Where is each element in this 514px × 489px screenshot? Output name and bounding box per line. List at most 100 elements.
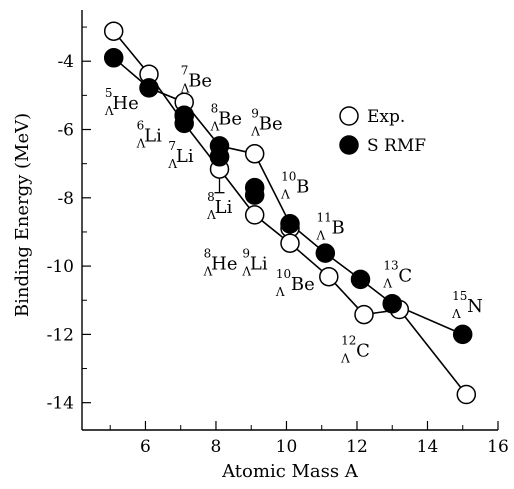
y-tick-label--10: -10 [47, 257, 74, 277]
label-8Be-mass: 8 [211, 101, 219, 115]
legend: Exp. S RMF [339, 106, 426, 156]
label-12C: 12 Λ C [340, 333, 370, 365]
label-5He-element: He [112, 93, 138, 114]
label-8Li: 8 ΛLi [206, 190, 232, 222]
exp-point-6 [244, 144, 265, 164]
label-5He-mass: 5 [105, 86, 113, 100]
label-12C-mass: 12 [341, 333, 356, 347]
label-8He-lambda: Λ [203, 264, 213, 278]
label-7Be-lambda: Λ [180, 82, 190, 96]
legend-marker-1 [339, 135, 359, 155]
connecting-lines [113, 30, 467, 395]
label-13C-element: C [398, 265, 412, 286]
label-13C-lambda: Λ [382, 276, 392, 290]
label-10B-element: B [296, 177, 309, 198]
srmf-point-1 [139, 78, 159, 98]
label-15N-element: N [467, 296, 483, 317]
label-13C: 13 Λ C [382, 258, 412, 290]
label-8He-element: He [211, 253, 237, 274]
label-6Li-element: Li [144, 125, 162, 146]
label-8Be-element: Be [218, 108, 242, 129]
label-8He-mass: 8 [204, 246, 212, 260]
srmf-point-5 [209, 147, 230, 167]
label-8He: 8 ΛHe [203, 246, 238, 278]
srmf-point-3 [174, 113, 194, 134]
label-8Li-lambda: Λ [206, 208, 216, 222]
label-9Li-element: Li [250, 253, 268, 274]
label-10B: 10 Λ B [280, 170, 309, 202]
srmf-point-0 [103, 48, 124, 68]
label-9Be-lambda: Λ [250, 124, 260, 138]
x-axis-title: Atomic Mass A [221, 461, 359, 482]
label-9Be: 9 ΛBe [250, 106, 282, 138]
label-11B-lambda: Λ [315, 229, 325, 243]
lower-connecting-line [113, 30, 467, 395]
exp-point-13 [456, 384, 477, 405]
legend-label-1: S RMF [367, 136, 426, 156]
label-11B: 11 Λ B [315, 211, 344, 243]
exp-point-11 [354, 304, 374, 325]
label-11B-element: B [331, 218, 344, 239]
legend-marker-0 [339, 106, 359, 126]
label-6Li-lambda: Λ [136, 136, 146, 150]
y-tick-label--8: -8 [57, 189, 74, 209]
label-11B-mass: 11 [316, 211, 331, 225]
label-7Be-element: Be [188, 71, 212, 92]
y-tick-label--4: -4 [57, 52, 74, 72]
label-10Be-element: Be [291, 274, 315, 295]
x-tick-label-6: 6 [140, 437, 151, 457]
label-9Li: 9 ΛLi [241, 246, 267, 278]
srmf-point-11 [382, 293, 402, 314]
data-points [103, 21, 477, 405]
x-tick-label-14: 14 [417, 437, 439, 457]
y-tick-label--12: -12 [47, 325, 74, 345]
srmf-point-12 [452, 324, 473, 345]
label-10B-mass: 10 [281, 170, 296, 184]
srmf-point-7 [244, 185, 265, 205]
srmf-point-8 [280, 214, 300, 234]
label-8Be: 8 ΛBe [210, 101, 242, 133]
label-10Be: 10 Λ Be [275, 267, 315, 299]
exp-point-7 [244, 205, 265, 225]
label-15N: 15 Λ N [451, 289, 483, 321]
axes: 6 8 10 12 14 16 -4 -6 -8 -10 -12 -14 Atomic Mass A Bi… [12, 10, 509, 482]
legend-label-0: Exp. [367, 107, 405, 127]
srmf-point-10 [350, 269, 371, 290]
label-7Be: 7 ΛBe [180, 64, 212, 96]
label-8Li-element: Li [215, 197, 233, 218]
exp-point-9 [280, 233, 300, 253]
label-7Li-lambda: Λ [167, 157, 177, 171]
label-7Be-mass: 7 [181, 64, 189, 78]
label-9Li-mass: 9 [242, 246, 250, 260]
y-tick-label--14: -14 [47, 394, 74, 414]
label-9Be-mass: 9 [251, 106, 259, 120]
y-axis-title: Binding Energy (MeV) [12, 113, 33, 317]
label-7Li-mass: 7 [168, 139, 176, 153]
label-12C-lambda: Λ [340, 351, 350, 365]
label-9Be-element: Be [259, 113, 283, 134]
label-7Li-element: Li [176, 146, 194, 167]
label-15N-mass: 15 [452, 289, 467, 303]
x-tick-label-16: 16 [487, 437, 509, 457]
label-5He-lambda: Λ [104, 104, 114, 118]
exp-point-0 [103, 21, 124, 41]
label-15N-lambda: Λ [451, 307, 461, 321]
label-6Li: 6 ΛLi [136, 118, 162, 150]
x-tick-label-12: 12 [346, 437, 368, 457]
label-10B-lambda: Λ [280, 188, 290, 202]
label-8Li-mass: 8 [207, 190, 215, 204]
label-13C-mass: 13 [383, 258, 398, 272]
label-12C-element: C [356, 340, 370, 361]
label-8Be-lambda: Λ [210, 119, 220, 133]
label-10Be-mass: 10 [276, 267, 291, 281]
x-tick-label-8: 8 [211, 437, 222, 457]
srmf-point-9 [315, 243, 336, 263]
x-tick-label-10: 10 [276, 437, 298, 457]
y-tick-label--6: -6 [57, 121, 74, 141]
upper-connecting-line [113, 57, 464, 336]
label-6Li-mass: 6 [137, 118, 145, 132]
label-10Be-lambda: Λ [275, 285, 285, 299]
label-5He: 5 ΛHe [104, 86, 139, 118]
